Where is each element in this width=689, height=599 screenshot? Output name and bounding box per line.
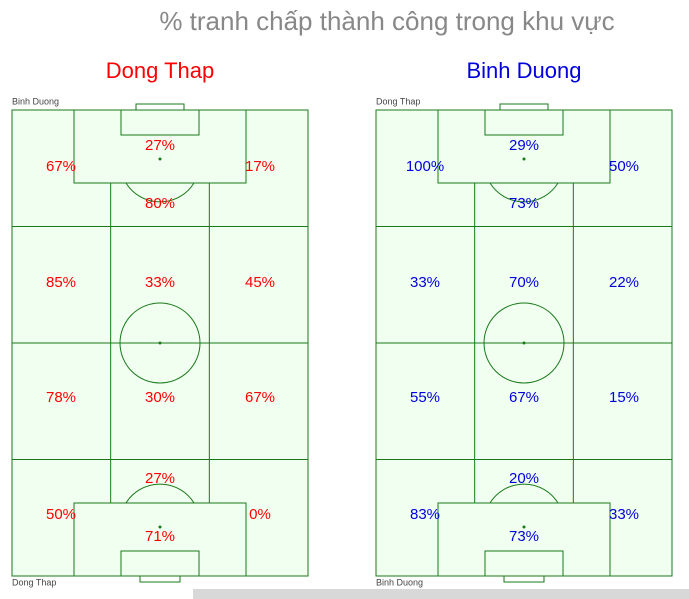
zone-value: 71% bbox=[145, 528, 175, 545]
zone-value: 22% bbox=[609, 274, 639, 291]
penalty-box bbox=[437, 502, 611, 577]
zone-value: 50% bbox=[609, 158, 639, 175]
team-name: Binh Duong bbox=[467, 58, 582, 83]
goal bbox=[499, 103, 549, 111]
penalty-spot bbox=[158, 157, 162, 161]
zone-value: 33% bbox=[145, 274, 175, 291]
zone-value: 78% bbox=[46, 389, 76, 406]
team-name: Dong Thap bbox=[106, 58, 214, 83]
penalty-arc bbox=[125, 182, 195, 203]
penalty-arc bbox=[125, 483, 195, 504]
bottom-label: Binh Duong bbox=[376, 577, 423, 587]
goal bbox=[139, 575, 181, 583]
zone-value: 29% bbox=[509, 137, 539, 154]
center-spot bbox=[522, 341, 526, 345]
zone-value: 100% bbox=[406, 158, 444, 175]
center-circle bbox=[483, 302, 565, 384]
center-circle bbox=[119, 302, 201, 384]
zone-value: 0% bbox=[249, 506, 271, 523]
penalty-arc bbox=[489, 182, 559, 203]
zone-value: 33% bbox=[609, 506, 639, 523]
zone-value: 17% bbox=[245, 158, 275, 175]
zone-value: 30% bbox=[145, 389, 175, 406]
goal bbox=[503, 575, 545, 583]
penalty-arc bbox=[489, 483, 559, 504]
zone-value: 33% bbox=[410, 274, 440, 291]
goal bbox=[135, 103, 185, 111]
penalty-box bbox=[73, 109, 247, 184]
penalty-spot bbox=[522, 157, 526, 161]
zone-value: 73% bbox=[509, 195, 539, 212]
top-label: Dong Thap bbox=[376, 96, 420, 106]
bottom-label: Dong Thap bbox=[12, 577, 56, 587]
zone-value: 67% bbox=[46, 158, 76, 175]
zone-value: 83% bbox=[410, 506, 440, 523]
zone-value: 27% bbox=[145, 137, 175, 154]
zone-value: 55% bbox=[410, 389, 440, 406]
zone-value: 45% bbox=[245, 274, 275, 291]
pitch bbox=[11, 103, 309, 583]
zone-value: 15% bbox=[609, 389, 639, 406]
pitches: Dong Thap Binh Duong Dong Thap 67% 27% 80% 17%… bbox=[11, 58, 673, 587]
penalty-spot bbox=[158, 525, 162, 529]
top-label: Binh Duong bbox=[12, 96, 59, 106]
zone-value: 67% bbox=[509, 389, 539, 406]
pitch bbox=[375, 103, 673, 583]
center-spot bbox=[158, 341, 162, 345]
zone-value: 70% bbox=[509, 274, 539, 291]
zone-value: 67% bbox=[245, 389, 275, 406]
zone-value: 50% bbox=[46, 506, 76, 523]
scrollbar[interactable] bbox=[193, 589, 689, 599]
zone-value: 85% bbox=[46, 274, 76, 291]
penalty-box bbox=[437, 109, 611, 184]
zone-value: 27% bbox=[145, 470, 175, 487]
zone-value: 73% bbox=[509, 528, 539, 545]
zone-value: 80% bbox=[145, 195, 175, 212]
penalty-spot bbox=[522, 525, 526, 529]
page-title: % tranh chấp thành công trong khu vực bbox=[159, 6, 614, 36]
zone-value: 20% bbox=[509, 470, 539, 487]
